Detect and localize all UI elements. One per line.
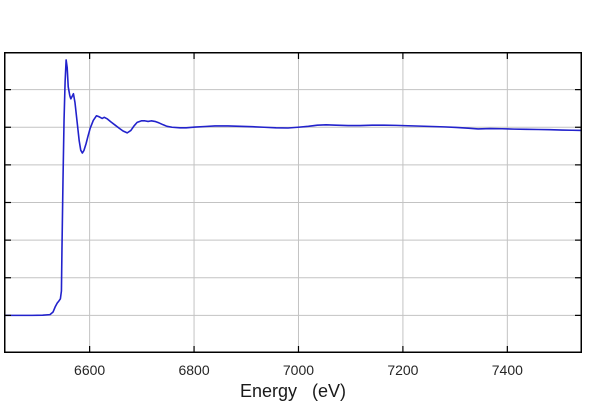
x-tick-label: 6800 xyxy=(178,362,210,378)
x-tick-label: 7000 xyxy=(282,362,315,378)
axes-box-border xyxy=(4,52,582,353)
spectrum-curve xyxy=(4,59,582,317)
spectrum-line-chart xyxy=(4,52,582,353)
x-tick-label: 7400 xyxy=(491,362,523,378)
x-tick-label: 7200 xyxy=(387,362,419,378)
plot-area xyxy=(4,52,582,353)
x-axis-label: Energy (eV) xyxy=(239,381,347,401)
x-tick-label: 6600 xyxy=(74,362,106,378)
